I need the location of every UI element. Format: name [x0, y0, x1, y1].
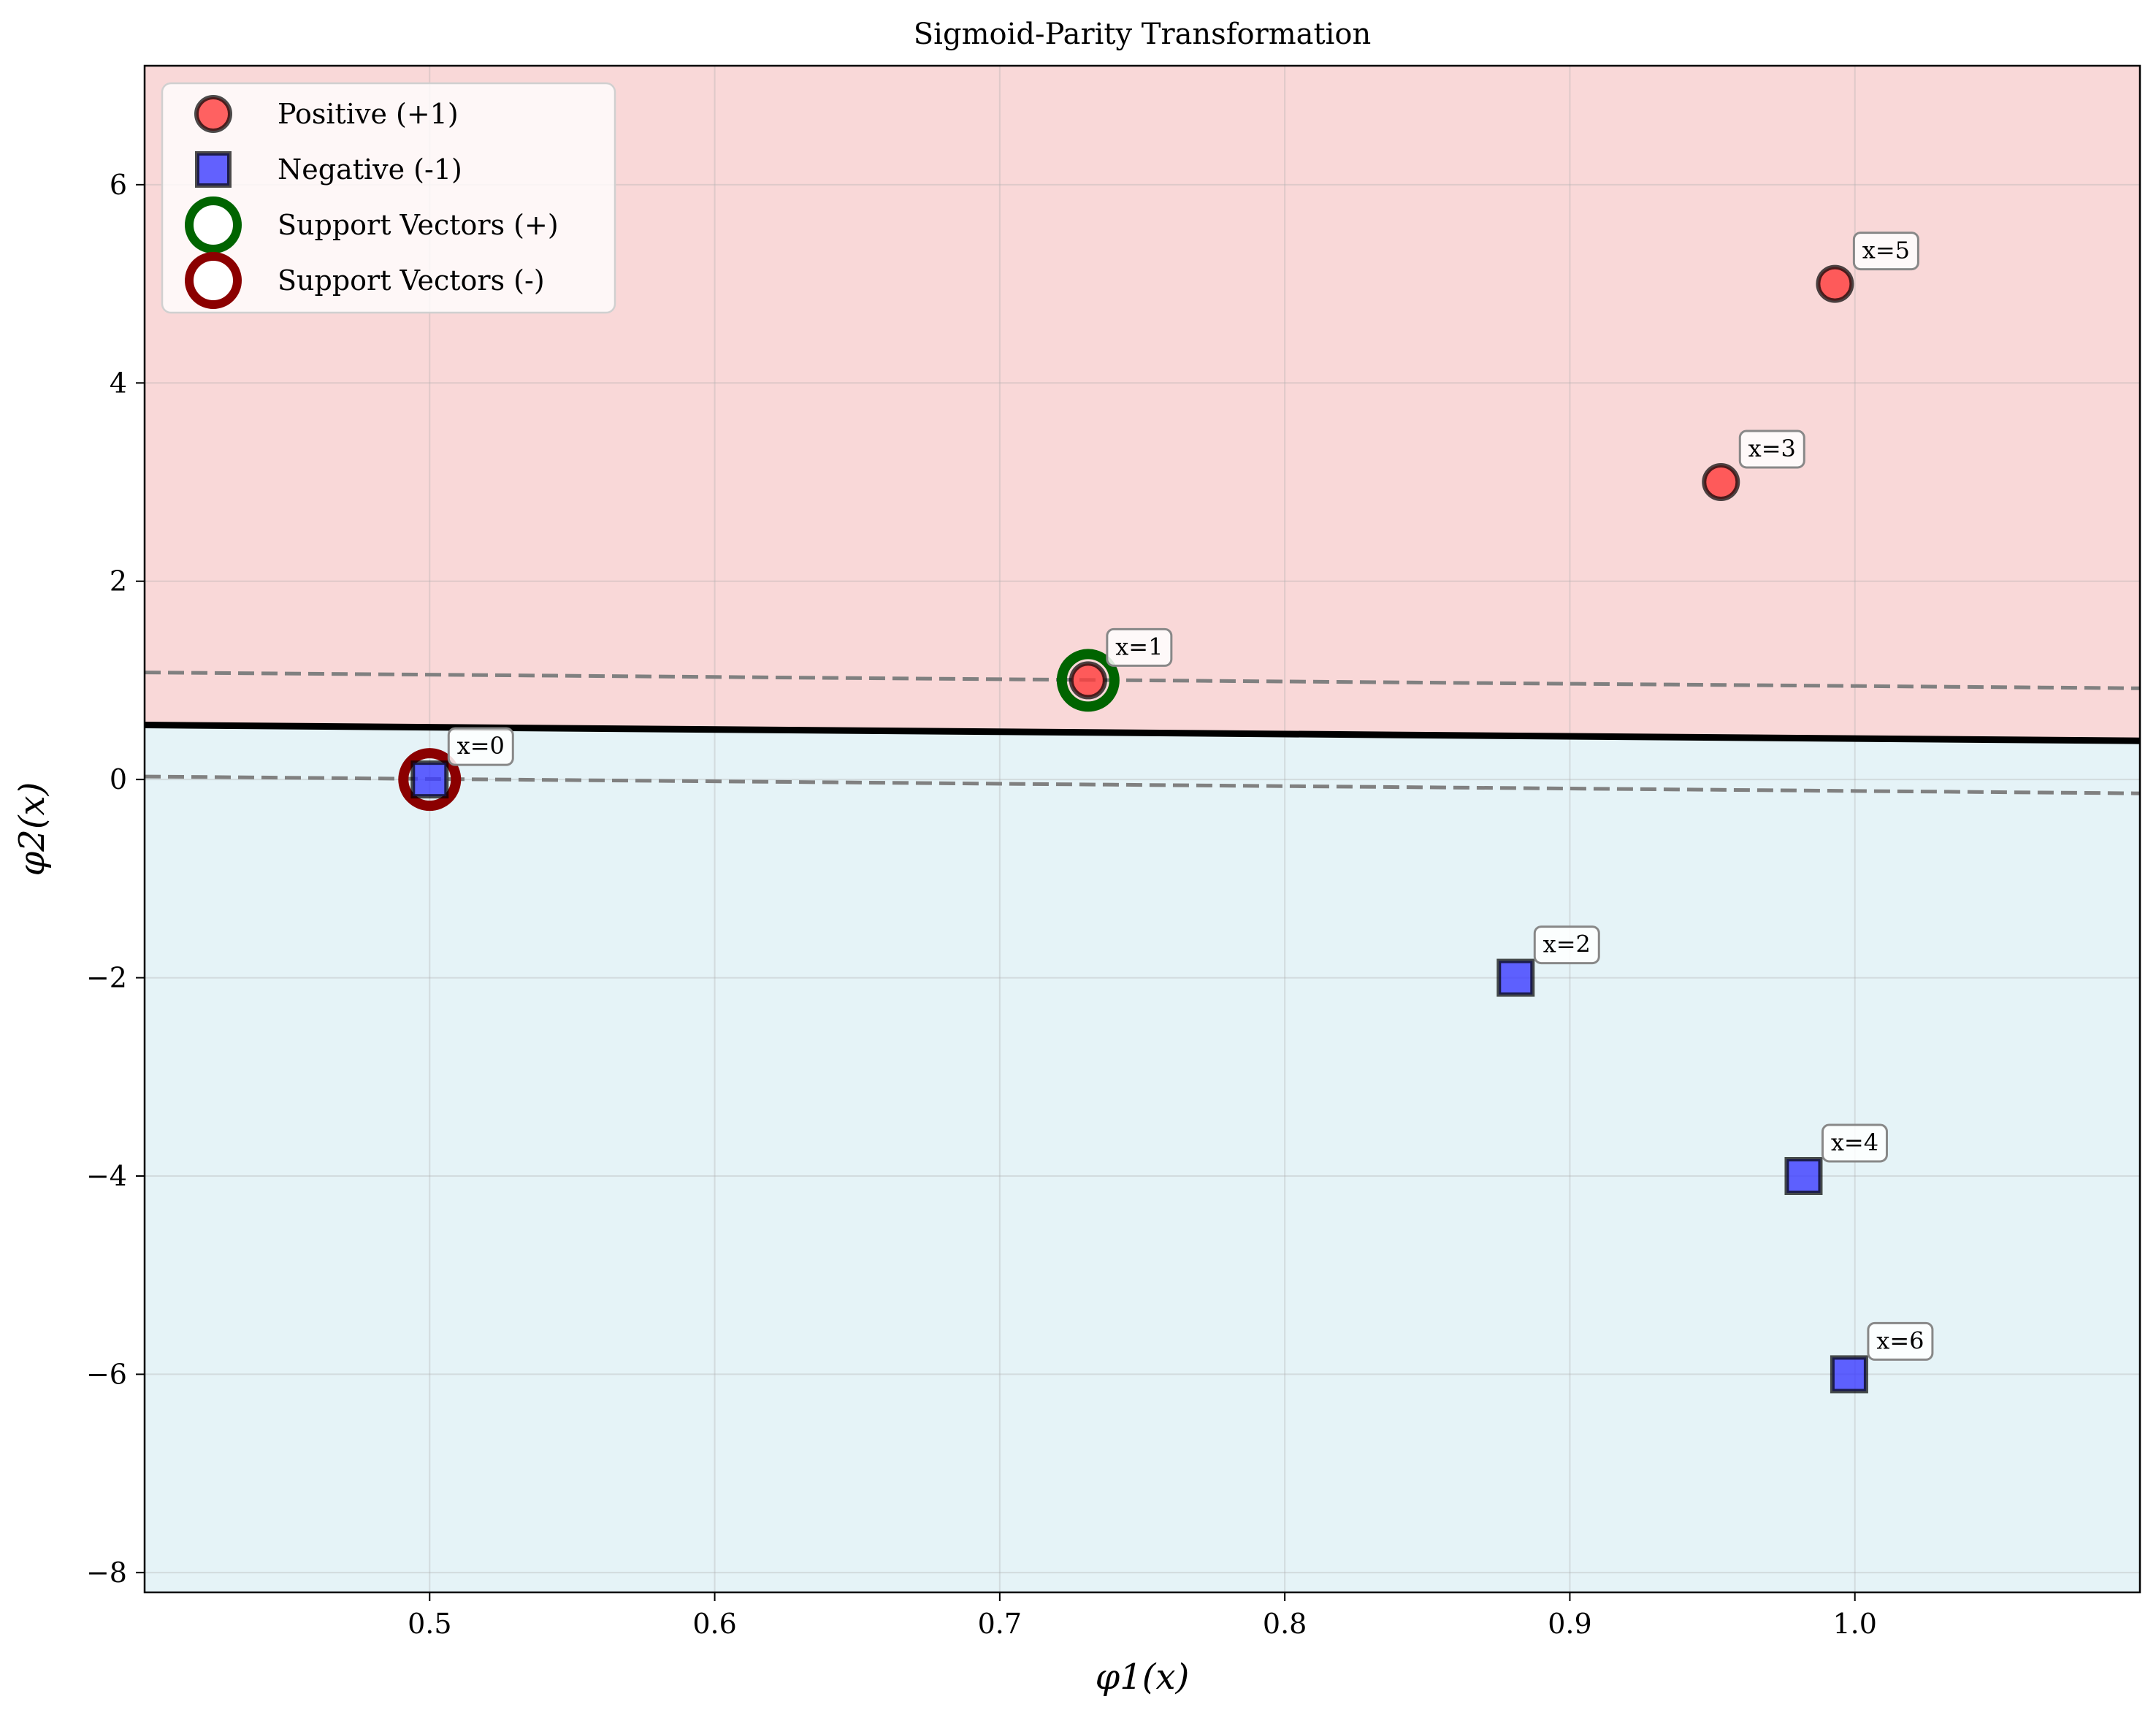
y-axis-ticks: 6 4 2 0 −2 −4 −6 −8: [86, 169, 145, 1589]
annotation-label: x=1: [1115, 633, 1163, 660]
legend-sv-positive-marker: [185, 196, 242, 253]
x-axis-label: φ1(x): [1096, 1657, 1190, 1698]
x-tick-label: 0.5: [408, 1608, 451, 1640]
annotation-box: [1852, 232, 1919, 271]
annotation-box: [1738, 430, 1805, 469]
legend-label: Negative (-1): [278, 153, 462, 186]
plot-frame: [143, 64, 2141, 1594]
annotation-box: [1533, 925, 1600, 965]
annotation-box: [1867, 1321, 1934, 1361]
annotation-label: x=6: [1876, 1326, 1924, 1354]
annotation-x-1: x=1: [1106, 627, 1173, 667]
negative-point-x-2: [1496, 958, 1535, 997]
annotation-label: x=4: [1831, 1129, 1878, 1156]
y-tick-label: −6: [86, 1358, 127, 1390]
positive-region: [145, 66, 2140, 741]
negative-point-x-0: [410, 760, 449, 799]
legend-label: Support Vectors (+): [278, 209, 559, 241]
y-tick-label: 6: [110, 169, 127, 201]
support-vector-negative-ring: [398, 748, 462, 812]
annotation-label: x=5: [1862, 237, 1910, 264]
negative-point-x-4: [1784, 1157, 1823, 1195]
x-tick-label: 0.7: [978, 1608, 1022, 1640]
annotation-box: [1106, 627, 1173, 667]
annotation-x-6: x=6: [1867, 1321, 1934, 1361]
annotation-label: x=0: [457, 732, 505, 760]
y-tick-label: −4: [86, 1160, 127, 1192]
legend-frame: [161, 82, 616, 314]
annotation-label: x=3: [1748, 435, 1796, 462]
y-tick-label: 0: [110, 763, 127, 795]
negative-point-x-6: [1830, 1355, 1868, 1394]
x-tick-label: 0.9: [1548, 1608, 1591, 1640]
annotation-x-4: x=4: [1821, 1123, 1888, 1163]
support-vector-positive-ring: [1056, 649, 1120, 712]
margin-line: [144, 671, 2141, 690]
y-axis-label: φ2(x): [12, 782, 53, 877]
x-tick-label: 0.8: [1263, 1608, 1307, 1640]
legend-sv-negative-marker: [185, 252, 242, 309]
decision-regions: [145, 66, 2140, 1592]
y-tick-label: 2: [110, 565, 127, 598]
positive-point-x-5: [1816, 264, 1854, 303]
y-tick-label: −8: [86, 1557, 127, 1589]
legend-label: Positive (+1): [278, 98, 459, 130]
x-tick-label: 0.6: [692, 1608, 736, 1640]
annotation-x-2: x=2: [1533, 925, 1600, 965]
y-tick-label: 4: [110, 367, 127, 399]
x-tick-label: 1.0: [1832, 1608, 1876, 1640]
annotation-label: x=2: [1543, 931, 1591, 958]
legend-negative-marker: [195, 151, 232, 188]
annotation-box: [1821, 1123, 1888, 1163]
y-tick-label: −2: [86, 962, 127, 994]
annotation-x-5: x=5: [1852, 232, 1919, 271]
x-axis-ticks: 0.5 0.6 0.7 0.8 0.9 1.0: [408, 1592, 1877, 1640]
point-annotations: x=0 x=2 x=4 x=6 x=1 x=3 x=5: [447, 232, 1934, 1361]
annotation-x-0: x=0: [447, 727, 514, 766]
data-points: [398, 264, 1868, 1394]
annotation-x-3: x=3: [1738, 430, 1805, 469]
annotation-box: [447, 727, 514, 766]
positive-point-x-1: [1069, 661, 1107, 700]
positive-point-x-3: [1702, 463, 1740, 501]
margin-line: [144, 774, 2141, 795]
legend-label: Support Vectors (-): [278, 264, 545, 297]
negative-region: [145, 725, 2140, 1592]
legend: Positive (+1) Negative (-1) Support Vector…: [161, 82, 616, 314]
legend-positive-marker: [194, 95, 232, 133]
chart-title: Sigmoid-Parity Transformation: [914, 18, 1371, 51]
